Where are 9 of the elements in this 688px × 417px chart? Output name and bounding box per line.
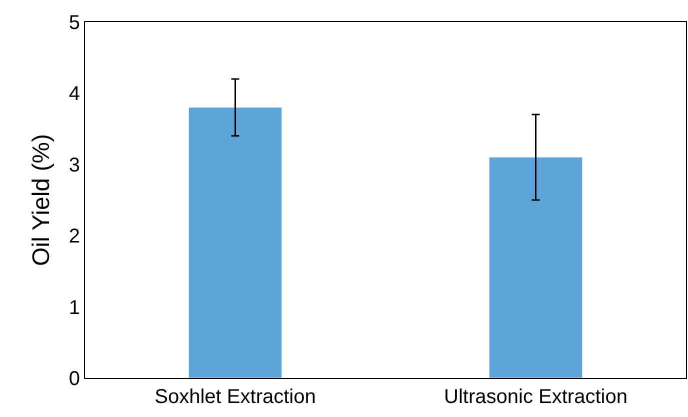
y-tick-label: 1 — [68, 296, 80, 319]
y-tick-label: 2 — [68, 226, 80, 248]
y-tick-label: 0 — [68, 368, 80, 390]
y-tick-label: 3 — [68, 154, 80, 176]
y-axis-title: Oil Yield (%) — [28, 134, 55, 266]
y-tick-label: 5 — [68, 12, 80, 34]
x-tick-label: Ultrasonic Extraction — [444, 386, 628, 408]
x-tick-label: Soxhlet Extraction — [154, 386, 316, 408]
y-tick-label: 4 — [68, 83, 80, 106]
